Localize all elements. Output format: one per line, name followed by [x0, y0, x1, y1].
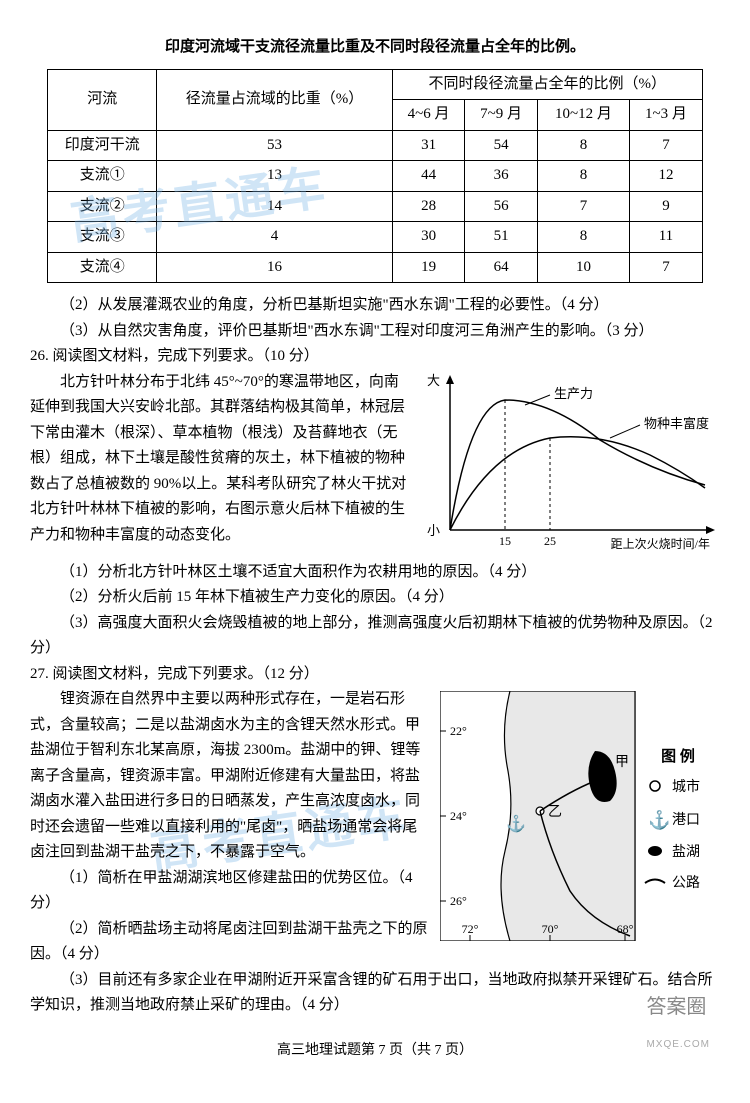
xtick-15: 15 [499, 534, 511, 548]
th-period: 不同时段径流量占全年的比例（%） [392, 69, 702, 100]
q27-head: 27. 阅读图文材料，完成下列要求。（12 分） [30, 662, 720, 688]
cell: 12 [630, 161, 703, 192]
legend-city: 城市 [672, 778, 700, 795]
corner-main: 答案圈 [646, 996, 706, 1018]
y-top-label: 大 [427, 373, 440, 388]
cell: 64 [465, 252, 538, 283]
table-row: 支流① 13 44 36 8 12 [48, 161, 703, 192]
cell: 7 [537, 191, 629, 222]
legend-title: 图 例 [661, 747, 695, 765]
table-row: 支流④ 16 19 64 10 7 [48, 252, 703, 283]
page-footer: 高三地理试题第 7 页（共 7 页） [30, 1039, 720, 1063]
cell: 11 [630, 222, 703, 253]
table-row: 印度河干流 53 31 54 8 7 [48, 130, 703, 161]
table-title: 印度河流域干支流径流量比重及不同时段径流量占全年的比例。 [30, 35, 720, 61]
th-weight: 径流量占流域的比重（%） [157, 69, 393, 130]
cell: 支流① [48, 161, 157, 192]
q26-1: （1）分析北方针叶林区土壤不适宜大面积作为农耕用地的原因。（4 分） [30, 560, 720, 586]
cell: 56 [465, 191, 538, 222]
cell: 8 [537, 130, 629, 161]
x-axis-label: 距上次火烧时间/年 [611, 537, 710, 551]
q27-3: （3）目前还有多家企业在甲湖附近开采富含锂的矿石用于出口，当地政府拟禁开采锂矿石… [30, 968, 720, 1019]
cell: 支流③ [48, 222, 157, 253]
cell: 28 [392, 191, 465, 222]
cell: 53 [157, 130, 393, 161]
cell: 30 [392, 222, 465, 253]
legend-lake: 盐湖 [672, 844, 700, 860]
cell: 44 [392, 161, 465, 192]
th-river: 河流 [48, 69, 157, 130]
cell: 54 [465, 130, 538, 161]
q25-3: （3）从自然灾害角度，评价巴基斯坦"西水东调"工程对印度河三角洲产生的影响。（3… [30, 319, 720, 345]
cell: 7 [630, 252, 703, 283]
cell: 印度河干流 [48, 130, 157, 161]
corner-sub: MXQE.COM [646, 1039, 710, 1050]
port-icon: ⚓ [506, 814, 526, 833]
cell: 支流④ [48, 252, 157, 283]
runoff-table: 河流 径流量占流域的比重（%） 不同时段径流量占全年的比例（%） 4~6 月 7… [47, 69, 703, 284]
lon-72: 72° [462, 922, 479, 936]
curve2-label: 物种丰富度 [644, 416, 709, 431]
lat-22: 22° [450, 724, 467, 738]
cell: 51 [465, 222, 538, 253]
cell: 7 [630, 130, 703, 161]
y-bottom-label: 小 [427, 523, 440, 538]
svg-text:⚓: ⚓ [648, 809, 670, 830]
th-p2: 7~9 月 [465, 100, 538, 131]
th-p4: 1~3 月 [630, 100, 703, 131]
legend-port: 港口 [672, 812, 700, 828]
cell: 14 [157, 191, 393, 222]
lat-24: 24° [450, 809, 467, 823]
corner-watermark: 答案圈 MXQE.COM [646, 990, 710, 1058]
cell: 31 [392, 130, 465, 161]
lon-70: 70° [542, 922, 559, 936]
th-p3: 10~12 月 [537, 100, 629, 131]
cell: 8 [537, 161, 629, 192]
cell: 支流② [48, 191, 157, 222]
q26-3: （3）高强度大面积火会烧毁植被的地上部分，推测高强度火后初期林下植被的优势物种及… [30, 611, 720, 662]
table-row: 支流② 14 28 56 7 9 [48, 191, 703, 222]
lat-26: 26° [450, 894, 467, 908]
cell: 10 [537, 252, 629, 283]
productivity-chart: 大 小 15 25 生产力 物种丰富度 距上次火烧时间/年 [420, 370, 720, 560]
cell: 9 [630, 191, 703, 222]
lake-label: 甲 [615, 755, 629, 770]
th-p1: 4~6 月 [392, 100, 465, 131]
legend-road: 公路 [672, 875, 700, 891]
curve1-label: 生产力 [554, 386, 593, 401]
cell: 19 [392, 252, 465, 283]
cell: 4 [157, 222, 393, 253]
table-row: 支流③ 4 30 51 8 11 [48, 222, 703, 253]
curve-richness [450, 436, 705, 529]
lon-68: 68° [617, 922, 634, 936]
salt-lake-map: 甲 乙 ⚓ 22° 24° 26° 72° 70° 68° 图 例 城市 ⚓港口… [440, 691, 720, 941]
q26-head: 26. 阅读图文材料，完成下列要求。（10 分） [30, 344, 720, 370]
xtick-25: 25 [544, 534, 556, 548]
q26-2: （2）分析火后前 15 年林下植被生产力变化的原因。（4 分） [30, 585, 720, 611]
cell: 36 [465, 161, 538, 192]
cell: 16 [157, 252, 393, 283]
q25-2: （2）从发展灌溉农业的角度，分析巴基斯坦实施"西水东调"工程的必要性。（4 分） [30, 293, 720, 319]
cell: 13 [157, 161, 393, 192]
cell: 8 [537, 222, 629, 253]
city-label: 乙 [548, 804, 562, 820]
